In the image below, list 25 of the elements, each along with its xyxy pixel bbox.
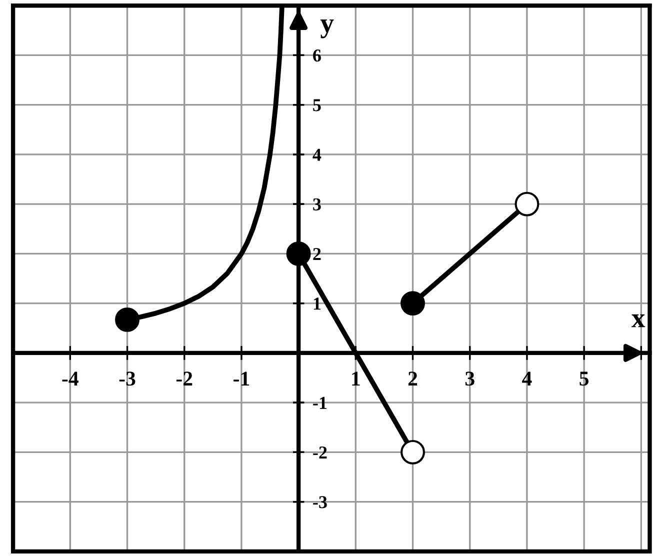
y-tick-label: 2	[313, 248, 321, 260]
y-tick-label: 3	[313, 198, 321, 211]
y-tick-label: -1	[313, 396, 327, 409]
x-tick-label: -1	[234, 372, 250, 386]
x-tick-label: 5	[580, 372, 589, 386]
x-tick-label: -2	[176, 372, 192, 386]
x-tick-label: -4	[62, 372, 78, 386]
x-tick-label: 4	[522, 372, 532, 386]
point	[286, 241, 311, 266]
y-tick-label: 1	[314, 298, 321, 310]
y-axis-title: y	[320, 19, 334, 38]
x-tick-label: 3	[465, 372, 474, 386]
x-tick-label: -3	[119, 372, 136, 386]
point	[400, 291, 426, 316]
y-tick-label: -2	[313, 446, 327, 458]
y-tick-label: 5	[313, 99, 321, 112]
x-axis-title: x	[631, 314, 646, 328]
point	[400, 440, 426, 464]
y-tick-label: -3	[313, 496, 327, 508]
y-tick-label: 6	[313, 50, 321, 62]
point	[514, 192, 540, 216]
point	[115, 307, 140, 332]
x-tick-label: 1	[352, 372, 360, 386]
x-tick-label: 2	[408, 372, 418, 386]
y-tick-label: 4	[312, 148, 322, 161]
